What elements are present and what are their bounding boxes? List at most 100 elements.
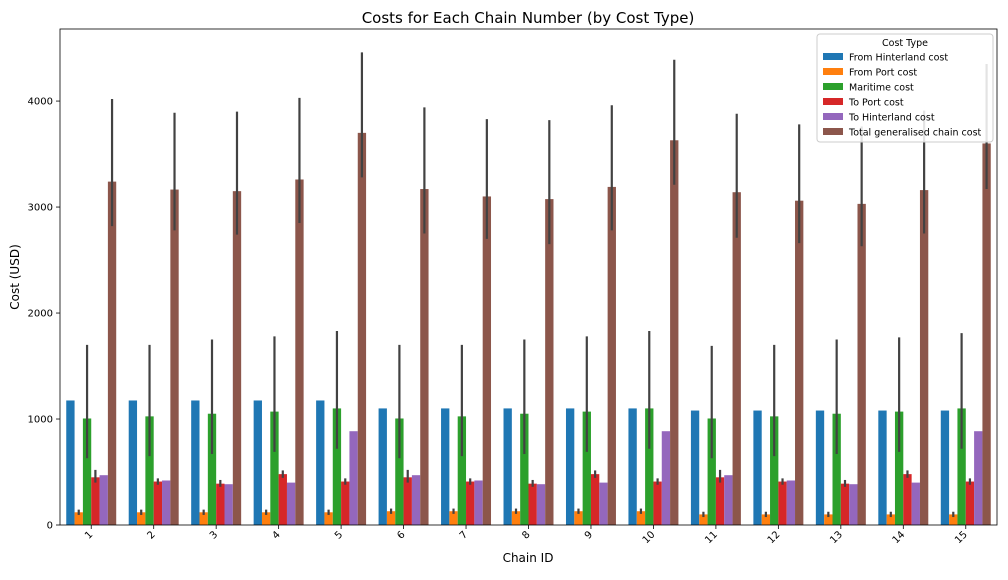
bar [357, 132, 367, 525]
bar [957, 408, 966, 525]
bar [699, 514, 708, 525]
bar [224, 484, 233, 525]
x-tick-label: 2 [146, 529, 158, 541]
legend-box [816, 33, 994, 143]
bar [815, 410, 825, 525]
bar [170, 189, 179, 526]
bar [191, 400, 200, 525]
bar [536, 484, 546, 525]
bar [216, 483, 225, 525]
legend-swatch [823, 83, 843, 90]
legend-entry: To Port cost [848, 98, 904, 109]
bar [707, 418, 716, 525]
bar [857, 203, 866, 525]
bar [840, 483, 850, 525]
bar [590, 474, 600, 525]
bar [107, 181, 117, 525]
bar [724, 475, 733, 525]
bar [670, 140, 679, 526]
y-tick-label: 3000 [28, 203, 53, 214]
x-axis-label: Chain ID [503, 551, 554, 565]
bar [324, 512, 333, 525]
bar [903, 474, 912, 525]
bar [824, 514, 833, 525]
bar [395, 418, 404, 525]
bar [520, 413, 529, 525]
bar [965, 481, 975, 525]
bar [528, 483, 537, 525]
bar [645, 408, 654, 525]
bar [457, 416, 467, 525]
legend-swatch [823, 128, 843, 135]
bar [403, 477, 412, 525]
x-tick-label: 11 [703, 529, 720, 546]
legend-entry: From Port cost [849, 68, 917, 79]
legend-entry: Maritime cost [849, 83, 914, 94]
bar [886, 514, 895, 525]
bar [795, 200, 804, 525]
bar [753, 410, 762, 525]
bar [162, 480, 171, 525]
bar [261, 512, 271, 525]
x-tick-label: 6 [395, 529, 407, 541]
bar [545, 199, 554, 525]
bar [137, 512, 146, 525]
bar [661, 431, 671, 525]
legend-swatch [823, 68, 843, 75]
bar [636, 511, 646, 525]
bar [199, 512, 208, 525]
bar [66, 400, 75, 525]
bar [232, 191, 242, 525]
bar [878, 410, 887, 525]
x-tick-label: 4 [270, 529, 282, 541]
y-tick-label: 1000 [28, 415, 53, 426]
bar [295, 179, 304, 525]
bar [253, 400, 262, 525]
bar [715, 477, 725, 525]
bar [278, 474, 287, 525]
bar [770, 416, 779, 525]
bar [153, 481, 163, 525]
x-tick-label: 8 [520, 529, 532, 541]
plot-frame [59, 28, 998, 526]
bar [940, 410, 950, 525]
bar [474, 480, 483, 525]
x-tick-label: 3 [208, 529, 220, 541]
bar [599, 482, 608, 525]
bar [690, 410, 700, 525]
bar [911, 482, 920, 525]
bar [332, 408, 342, 525]
bar [786, 480, 796, 525]
y-tick-label: 4000 [28, 97, 53, 108]
bar [503, 408, 512, 525]
bar [99, 475, 108, 525]
x-tick-label: 9 [583, 529, 595, 541]
bar [441, 408, 450, 525]
chart-title: Costs for Each Chain Number (by Cost Typ… [362, 9, 695, 27]
bar [74, 512, 83, 525]
bar [466, 481, 475, 525]
bar [982, 143, 991, 525]
bar [207, 413, 217, 525]
bar [386, 511, 396, 525]
x-tick-label: 15 [953, 529, 970, 546]
bar [378, 408, 387, 525]
bar [574, 511, 583, 525]
legend-entry: To Hinterland cost [848, 113, 935, 124]
x-tick-label: 13 [828, 529, 845, 546]
bar [607, 186, 616, 525]
bar [653, 481, 662, 525]
bar [832, 413, 841, 525]
bar [270, 411, 279, 525]
bar [482, 196, 492, 525]
bar [91, 477, 100, 525]
bar [582, 411, 591, 525]
bar [316, 400, 325, 525]
x-tick-label: 1 [83, 529, 95, 541]
bar [145, 416, 154, 525]
bar [511, 511, 521, 525]
x-tick-label: 10 [641, 529, 658, 546]
y-tick-label: 2000 [28, 309, 53, 320]
bar [411, 475, 421, 525]
